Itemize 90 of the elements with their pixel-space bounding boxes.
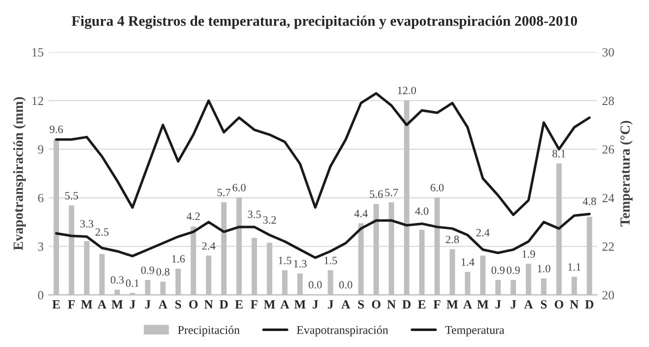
x-tick-label: M	[264, 300, 276, 308]
data-label: 0.0	[339, 281, 352, 289]
x-tick-label: J	[510, 300, 516, 309]
data-label: 1.4	[462, 258, 474, 266]
data-label: 0.9	[506, 266, 520, 274]
x-tick-label: E	[235, 300, 243, 308]
data-label: 1.3	[294, 260, 307, 268]
x-tick-label: J	[312, 300, 318, 309]
x-tick-label: O	[189, 300, 198, 309]
data-label: 0.1	[126, 279, 139, 287]
y-axis-title: Evapotranspiración (mm)	[13, 97, 26, 250]
data-label: 1.5	[278, 256, 292, 264]
y2-tick-label: 28	[602, 96, 614, 106]
data-label: 4.8	[582, 198, 596, 206]
x-tick-label: O	[372, 300, 380, 309]
data-label: 1.9	[522, 250, 536, 258]
x-tick-label: J	[495, 300, 501, 309]
x-tick-label: S	[540, 300, 547, 309]
legend-label: Temperatura	[445, 326, 504, 336]
x-tick-label: O	[554, 300, 564, 309]
y-tick-label: 9	[38, 145, 44, 154]
data-label: 1.1	[568, 263, 581, 271]
x-tick-label: J	[130, 300, 136, 309]
data-label: 0.3	[110, 276, 124, 284]
x-tick-label: S	[358, 300, 364, 309]
data-label: 2.4	[476, 228, 490, 236]
data-label: 4.2	[186, 212, 200, 220]
x-tick-label: M	[477, 300, 488, 308]
data-label: 2.4	[202, 242, 216, 250]
x-tick-label: F	[68, 300, 75, 308]
data-label: 4.0	[415, 207, 428, 215]
x-tick-label: A	[280, 300, 290, 308]
data-label: 0.8	[156, 268, 170, 276]
data-label: 3.5	[248, 210, 261, 218]
data-label: 1.5	[324, 256, 338, 264]
x-tick-label: D	[220, 300, 228, 309]
data-label: 5.6	[370, 190, 383, 198]
y2-tick-label: 26	[602, 145, 614, 154]
data-label: 2.8	[446, 236, 459, 244]
x-tick-label: E	[418, 300, 426, 308]
y-tick-label: 3	[38, 242, 44, 251]
x-tick-label: J	[145, 300, 150, 309]
y-tick-label: 15	[32, 48, 44, 57]
data-label: 1.0	[538, 264, 550, 272]
x-tick-label: D	[402, 300, 411, 309]
x-tick-label: A	[98, 300, 106, 308]
data-label: 9.6	[50, 126, 63, 134]
y-tick-label: 0	[38, 290, 44, 300]
y-tick-label: 6	[38, 194, 44, 202]
data-label: 0.0	[308, 281, 322, 289]
data-label: 12.0	[398, 86, 416, 94]
x-tick-label: N	[387, 300, 396, 308]
x-tick-label: D	[585, 300, 594, 309]
x-tick-label: S	[175, 300, 182, 309]
data-label: 1.6	[172, 255, 185, 263]
data-label: 2.5	[96, 228, 109, 236]
x-tick-label: M	[112, 300, 123, 308]
data-label: 3.3	[80, 220, 94, 228]
y2-tick-label: 24	[602, 194, 614, 202]
legend-label: Evapotranspiración	[296, 326, 388, 336]
x-tick-label: A	[341, 300, 350, 308]
x-tick-label: M	[294, 300, 306, 308]
x-tick-label: A	[158, 300, 168, 308]
data-label: 8.1	[552, 150, 566, 158]
data-label: 4.4	[354, 210, 368, 218]
x-tick-label: A	[463, 300, 472, 308]
y-tick-label: 12	[32, 96, 44, 105]
x-tick-label: E	[52, 300, 60, 308]
y2-axis-title: Temperatura (°C)	[620, 120, 633, 227]
x-tick-label: F	[434, 300, 440, 308]
data-label: 0.9	[492, 266, 505, 274]
y2-tick-label: 22	[602, 242, 614, 251]
y2-tick-label: 20	[602, 290, 614, 300]
x-tick-label: M	[446, 300, 458, 308]
x-tick-label: N	[204, 300, 213, 308]
data-label: 0.9	[141, 266, 154, 274]
data-label: 5.5	[65, 192, 78, 200]
data-label: 6.0	[232, 184, 246, 192]
x-tick-label: F	[250, 300, 258, 308]
data-label: 6.0	[430, 184, 444, 192]
data-label: 5.7	[385, 188, 398, 196]
x-tick-label: N	[570, 300, 579, 308]
chart-title: Figura 4 Registros de temperatura, precipitación y evapotranspiración 2008-2010	[72, 16, 578, 29]
x-tick-label: A	[524, 300, 533, 308]
legend-label: Precipitación	[178, 326, 240, 336]
y2-tick-label: 30	[602, 48, 614, 57]
data-label: 5.7	[218, 188, 230, 196]
data-label: 3.2	[263, 216, 276, 224]
x-tick-label: J	[328, 300, 334, 309]
x-tick-label: M	[81, 300, 92, 308]
